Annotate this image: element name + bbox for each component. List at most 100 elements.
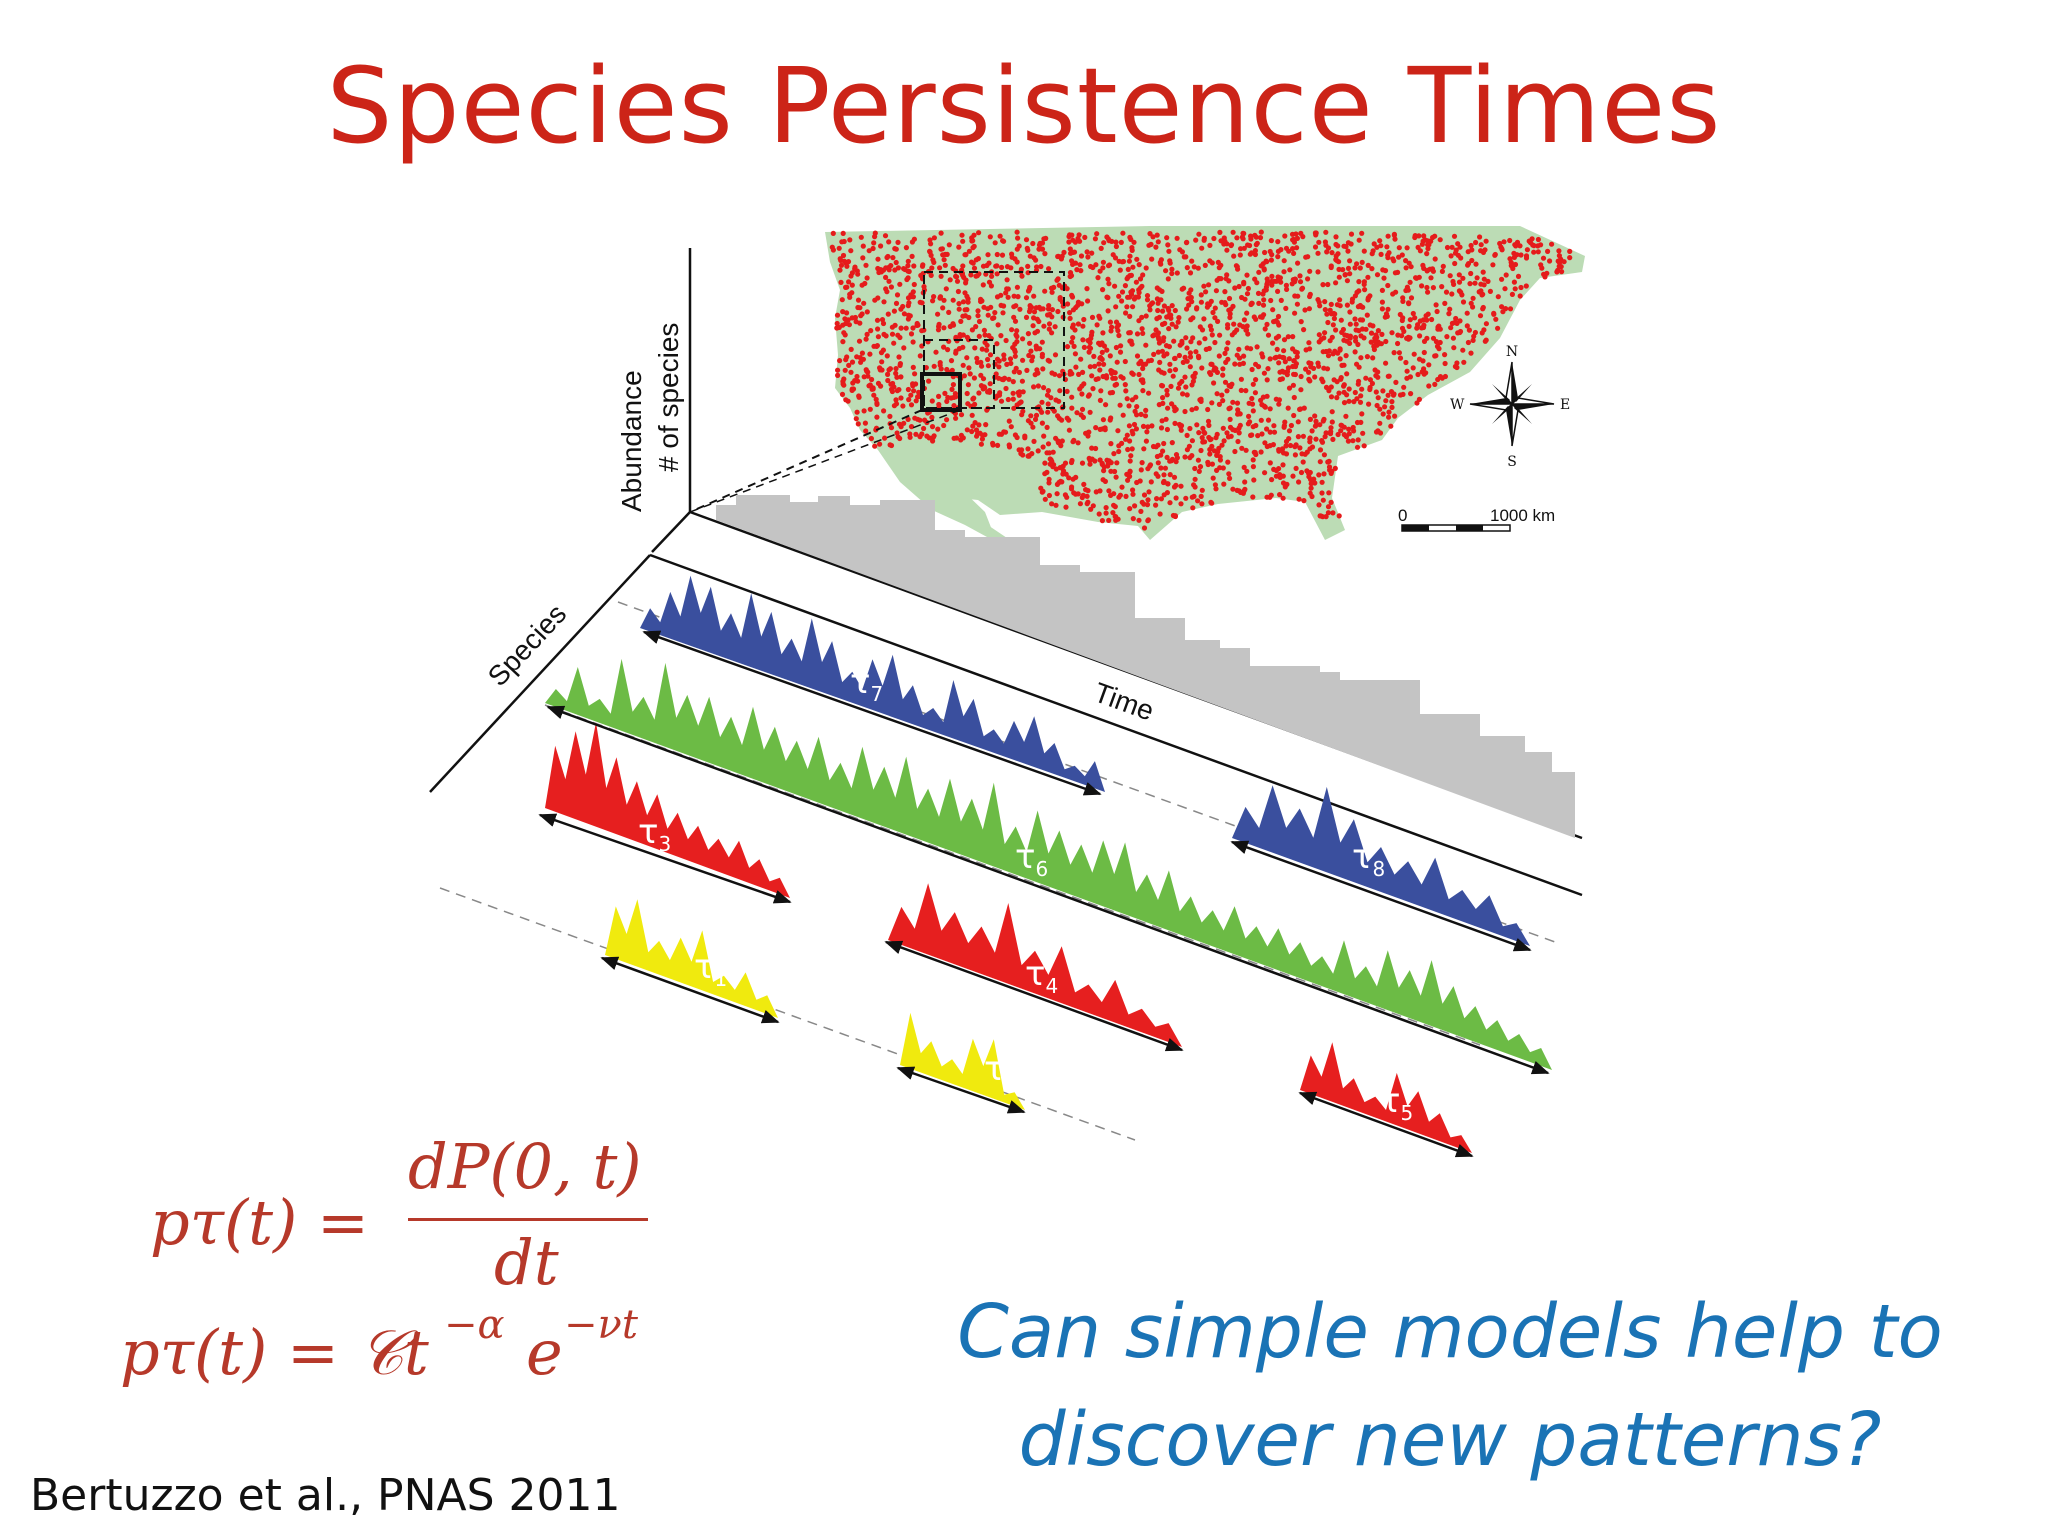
site-dot (1444, 244, 1451, 251)
site-dot (1300, 433, 1306, 439)
site-dot (1151, 351, 1157, 357)
site-dot (1470, 304, 1476, 310)
site-dot (888, 442, 895, 449)
site-dot (1477, 234, 1483, 240)
site-dot (1341, 382, 1347, 388)
site-dot (1098, 388, 1104, 394)
site-dot (859, 350, 866, 356)
site-dot (885, 377, 891, 384)
site-dot (838, 279, 844, 285)
site-dot (1167, 260, 1173, 266)
tau-label-5: τ5 (1380, 1081, 1413, 1125)
site-dot (1054, 491, 1060, 497)
site-dot (1011, 314, 1017, 320)
site-dot (1373, 389, 1379, 395)
site-dot (1163, 268, 1169, 274)
site-dot (846, 362, 852, 368)
site-dot (1045, 388, 1051, 394)
site-dot (1448, 253, 1454, 259)
site-dot (1130, 371, 1136, 377)
site-dot (989, 273, 995, 279)
site-dot (1452, 260, 1458, 267)
site-dot (1104, 347, 1110, 353)
site-dot (1301, 405, 1307, 411)
site-dot (1190, 315, 1196, 321)
site-dot (1117, 349, 1124, 355)
site-dot (1154, 232, 1160, 238)
site-dot (1326, 490, 1332, 496)
compass-east: E (1560, 397, 1570, 413)
site-dot (972, 345, 978, 351)
site-dot (973, 324, 979, 330)
site-dot (1540, 255, 1547, 261)
site-dot (1128, 289, 1134, 295)
site-dot (1262, 326, 1268, 332)
site-dot (1206, 282, 1212, 288)
site-dot (1404, 245, 1410, 251)
site-dot (1046, 303, 1052, 309)
site-dot (1377, 238, 1383, 244)
site-dot (1001, 356, 1007, 362)
site-dot (1184, 358, 1190, 364)
site-dot (1073, 364, 1079, 370)
site-dot (1122, 358, 1128, 365)
site-dot (910, 339, 916, 345)
site-dot (1363, 326, 1369, 332)
tau-label-6: τ6 (1015, 837, 1048, 881)
site-dot (1012, 341, 1018, 347)
site-dot (1275, 248, 1281, 254)
site-dot (1272, 355, 1278, 361)
site-dot (1483, 238, 1489, 244)
site-dot (920, 262, 926, 268)
site-dot (1220, 372, 1226, 378)
site-dot (907, 434, 913, 440)
site-dot (1079, 383, 1085, 389)
site-dot (1139, 314, 1145, 320)
site-dot (1514, 252, 1520, 258)
site-dot (863, 336, 869, 342)
site-dot (1446, 311, 1452, 317)
site-dot (1140, 388, 1146, 394)
site-dot (1323, 514, 1329, 520)
site-dot (1125, 266, 1131, 272)
site-dot (1344, 302, 1350, 308)
site-dot (1269, 273, 1275, 279)
site-dot (950, 321, 956, 327)
site-dot (1512, 286, 1518, 292)
site-dot (855, 421, 861, 427)
site-dot (1086, 349, 1092, 355)
site-dot (1074, 267, 1080, 273)
site-dot (1257, 235, 1264, 241)
site-dot (1189, 258, 1195, 264)
scale-end: 1000 km (1490, 506, 1555, 525)
site-dot (1372, 335, 1378, 341)
site-dot (1224, 388, 1230, 394)
site-dot (1003, 385, 1009, 392)
site-dot (1365, 274, 1371, 280)
site-dot (1071, 249, 1078, 255)
site-dot (1177, 381, 1183, 387)
site-dot (1174, 270, 1180, 276)
site-dot (837, 267, 843, 273)
site-dot (1468, 350, 1474, 356)
site-dot (1263, 284, 1269, 290)
site-dot (921, 425, 927, 432)
site-dot (1502, 286, 1508, 292)
site-dot (844, 354, 850, 360)
site-dot (1264, 321, 1270, 327)
site-dot (1361, 443, 1367, 449)
site-dot (1369, 266, 1375, 272)
site-dot (841, 382, 847, 388)
site-dot (1294, 235, 1300, 241)
site-dot (1244, 323, 1250, 329)
site-dot (888, 425, 895, 431)
site-dot (1153, 502, 1159, 508)
site-dot (1217, 332, 1223, 338)
site-dot (893, 366, 899, 372)
site-dot (849, 270, 856, 276)
site-dot (1136, 371, 1142, 378)
baja-peninsula (915, 448, 992, 532)
site-dot (1274, 346, 1280, 352)
site-dot (1168, 458, 1174, 464)
